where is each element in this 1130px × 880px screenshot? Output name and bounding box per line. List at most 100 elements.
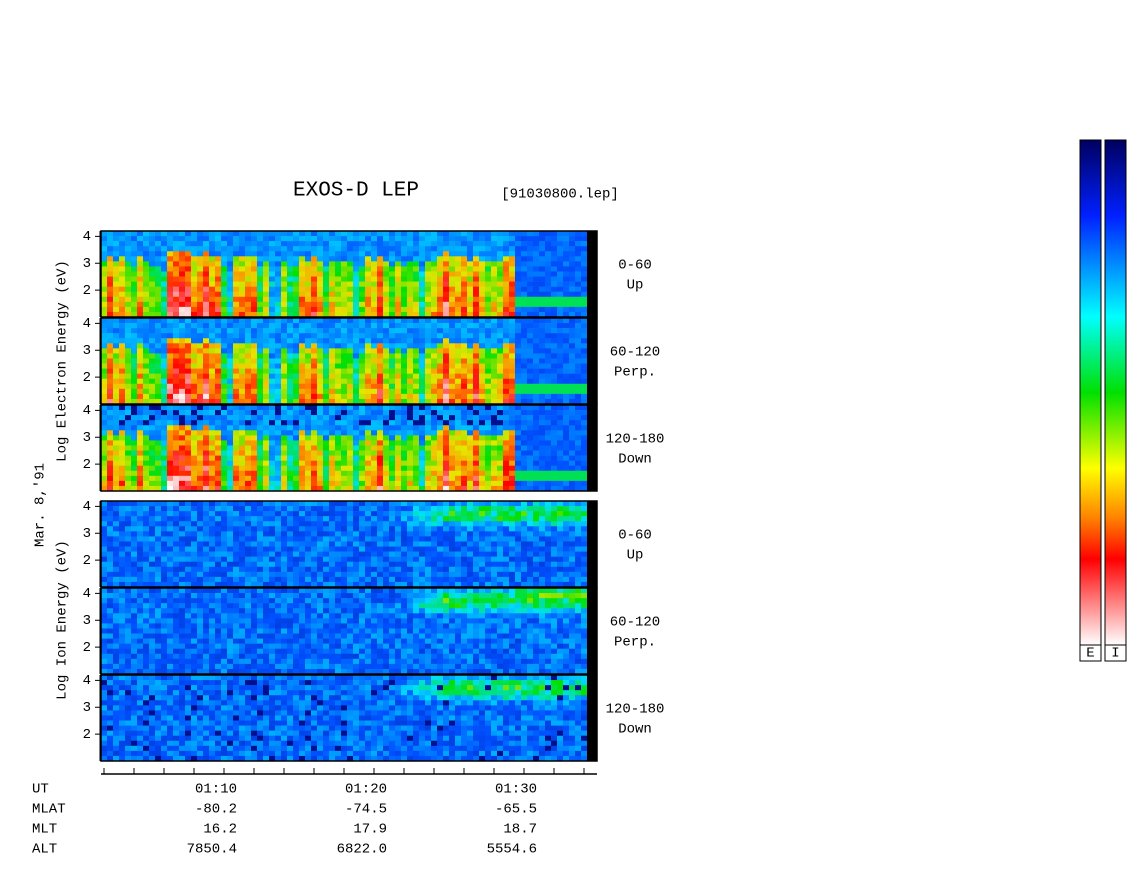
spectrogram-cell — [257, 231, 263, 236]
spectrogram-cell — [503, 251, 509, 256]
spectrogram-cell — [197, 430, 203, 435]
spectrogram-cell — [383, 415, 389, 420]
spectrogram-cell — [491, 364, 497, 369]
spectrogram-cell — [533, 328, 539, 333]
spectrogram-cell — [149, 420, 155, 425]
spectrogram-cell — [371, 277, 377, 282]
spectrogram-cell — [131, 415, 137, 420]
spectrogram-cell — [137, 236, 143, 241]
spectrogram-cell — [437, 440, 443, 445]
spectrogram-cell — [203, 379, 209, 384]
spectrogram-cell — [479, 435, 485, 440]
spectrogram-cell — [539, 425, 545, 430]
spectrogram-cell — [503, 451, 509, 456]
spectrogram-cell — [311, 577, 317, 582]
spectrogram-cell — [179, 466, 185, 471]
spectrogram-cell — [443, 364, 449, 369]
spectrogram-cell — [239, 440, 245, 445]
spectrogram-cell — [215, 236, 221, 241]
spectrogram-cell — [425, 440, 431, 445]
spectrogram-cell — [569, 297, 575, 302]
spectrogram-cell — [485, 323, 491, 328]
spectrogram-cell — [389, 389, 395, 394]
spectrogram-cell — [215, 577, 221, 582]
spectrogram-cell — [401, 323, 407, 328]
spectrogram-cell — [203, 271, 209, 276]
spectrogram-cell — [227, 302, 233, 307]
spectrogram-cell — [221, 506, 227, 511]
spectrogram-cell — [227, 516, 233, 521]
spectrogram-cell — [581, 364, 587, 369]
spectrogram-cell — [329, 369, 335, 374]
spectrogram-cell — [509, 256, 515, 261]
spectrogram-cell — [227, 456, 233, 461]
spectrogram-cell — [143, 481, 149, 486]
spectrogram-cell — [335, 445, 341, 450]
spectrogram-cell — [497, 323, 503, 328]
spectrogram-cell — [311, 348, 317, 353]
spectrogram-cell — [215, 348, 221, 353]
spectrogram-cell — [491, 236, 497, 241]
spectrogram-cell — [263, 251, 269, 256]
spectrogram-cell — [581, 461, 587, 466]
spectrogram-cell — [509, 476, 515, 481]
spectrogram-cell — [221, 236, 227, 241]
spectrogram-cell — [347, 501, 353, 506]
spectrogram-cell — [413, 282, 419, 287]
spectrogram-cell — [257, 445, 263, 450]
spectrogram-cell — [377, 511, 383, 516]
spectrogram-cell — [311, 328, 317, 333]
spectrogram-cell — [173, 292, 179, 297]
spectrogram-cell — [155, 435, 161, 440]
spectrogram-cell — [371, 420, 377, 425]
spectrogram-cell — [107, 277, 113, 282]
spectrogram-cell — [179, 271, 185, 276]
spectrogram-cell — [293, 501, 299, 506]
spectrogram-cell — [191, 511, 197, 516]
spectrogram-cell — [119, 526, 125, 531]
spectrogram-cell — [473, 271, 479, 276]
spectrogram-cell — [179, 415, 185, 420]
spectrogram-cell — [185, 328, 191, 333]
spectrogram-cell — [281, 318, 287, 323]
spectrogram-cell — [131, 552, 137, 557]
spectrogram-cell — [437, 364, 443, 369]
spectrogram-cell — [227, 440, 233, 445]
spectrogram-cell — [431, 430, 437, 435]
spectrogram-cell — [263, 466, 269, 471]
spectrogram-cell — [275, 333, 281, 338]
spectrogram-cell — [209, 338, 215, 343]
spectrogram-cell — [275, 456, 281, 461]
spectrogram-cell — [473, 297, 479, 302]
spectrogram-cell — [293, 374, 299, 379]
spectrogram-cell — [203, 572, 209, 577]
spectrogram-cell — [179, 481, 185, 486]
spectrogram-cell — [443, 231, 449, 236]
spectrogram-cell — [395, 435, 401, 440]
spectrogram-cell — [353, 445, 359, 450]
spectrogram-cell — [545, 445, 551, 450]
spectrogram-cell — [179, 531, 185, 536]
spectrogram-cell — [197, 348, 203, 353]
spectrogram-cell — [377, 292, 383, 297]
spectrogram-cell — [167, 547, 173, 552]
spectrogram-cell — [185, 552, 191, 557]
spectrogram — [101, 501, 587, 587]
spectrogram-cell — [263, 541, 269, 546]
spectrogram-cell — [239, 246, 245, 251]
spectrogram-cell — [113, 246, 119, 251]
spectrogram-cell — [389, 430, 395, 435]
spectrogram-cell — [293, 435, 299, 440]
spectrogram-cell — [359, 348, 365, 353]
spectrogram-cell — [341, 251, 347, 256]
spectrogram-cell — [137, 531, 143, 536]
spectrogram-cell — [131, 562, 137, 567]
spectrogram-cell — [329, 562, 335, 567]
spectrogram-cell — [533, 369, 539, 374]
spectrogram-cell — [173, 343, 179, 348]
spectrogram-cell — [521, 425, 527, 430]
spectrogram-cell — [581, 435, 587, 440]
spectrogram-cell — [461, 256, 467, 261]
spectrogram-cell — [233, 277, 239, 282]
spectrogram-cell — [149, 445, 155, 450]
